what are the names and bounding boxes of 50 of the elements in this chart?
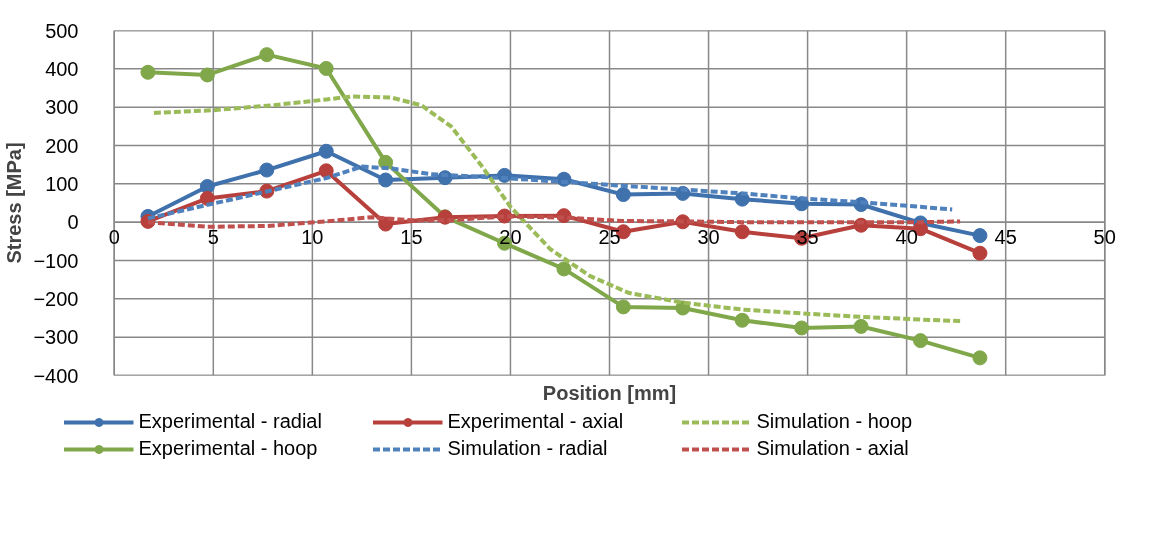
- x-tick-label: 20: [499, 226, 522, 249]
- y-tick-label: 100: [45, 172, 79, 195]
- point: [972, 350, 988, 366]
- point: [556, 261, 572, 277]
- point: [318, 143, 334, 159]
- x-tick-label: 15: [400, 226, 423, 249]
- point: [615, 299, 631, 315]
- point: [615, 187, 631, 203]
- x-tick-label: 50: [1093, 226, 1116, 249]
- y-tick-label: 400: [45, 57, 79, 80]
- point: [140, 64, 156, 80]
- x-tick-label: 0: [108, 226, 120, 249]
- point: [972, 245, 988, 261]
- legend-label: Simulation - axial: [756, 437, 910, 460]
- y-tick-label: 500: [45, 19, 79, 42]
- y-tick-label: 300: [45, 96, 79, 119]
- point: [318, 60, 334, 76]
- legend-label: Experimental - hoop: [138, 437, 319, 460]
- legend-label: Simulation - radial: [447, 437, 609, 460]
- y-tick-label: −400: [33, 364, 79, 387]
- point: [378, 172, 394, 188]
- y-tick-label: 200: [45, 134, 79, 157]
- x-tick-label: 30: [697, 226, 720, 249]
- x-tick-label: 45: [994, 226, 1017, 249]
- point: [853, 318, 869, 334]
- y-tick-label: −300: [33, 326, 79, 349]
- legend-label: Experimental - radial: [138, 410, 323, 433]
- point: [259, 47, 275, 63]
- point: [913, 333, 929, 349]
- point: [199, 190, 215, 206]
- x-tick-label: 35: [796, 226, 819, 249]
- legend-label: Experimental - axial: [447, 410, 625, 433]
- point: [734, 312, 750, 328]
- y-axis-title: Stress [MPa]: [3, 142, 26, 264]
- point: [199, 67, 215, 83]
- y-tick-label: 0: [67, 211, 79, 234]
- x-tick-label: 10: [301, 226, 324, 249]
- point: [734, 224, 750, 240]
- x-tick-label: 25: [598, 226, 621, 249]
- line-series: [151, 94, 963, 324]
- point: [972, 228, 988, 244]
- point: [259, 162, 275, 178]
- point: [318, 163, 334, 179]
- x-axis-title: Position [mm]: [542, 381, 677, 404]
- x-tick-label: 5: [207, 226, 219, 249]
- y-tick-label: −100: [33, 249, 79, 272]
- y-tick-label: −200: [33, 287, 79, 310]
- legend-label: Simulation - hoop: [756, 410, 914, 433]
- point: [794, 320, 810, 336]
- x-tick-label: 40: [895, 226, 918, 249]
